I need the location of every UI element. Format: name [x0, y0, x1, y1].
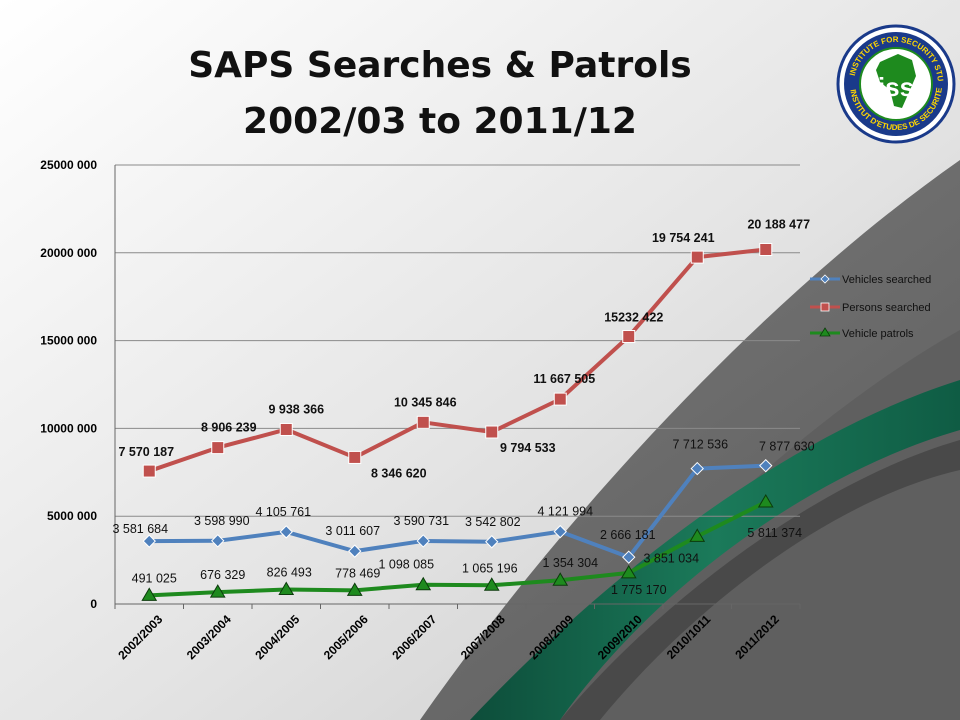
data-label: 15232 422 — [604, 311, 663, 325]
x-tick-label: 2009/2010 — [595, 612, 645, 662]
x-tick-label: 2010/1011 — [664, 612, 714, 662]
logo-center-text: iss — [878, 72, 914, 102]
data-point — [553, 524, 567, 539]
data-label: 19 754 241 — [652, 231, 715, 245]
title-line-2: 2002/03 to 2011/12 — [243, 101, 637, 142]
data-label: 4 121 994 — [537, 505, 593, 519]
data-label: 11 667 505 — [533, 372, 595, 386]
data-point — [209, 584, 226, 598]
data-point — [348, 544, 362, 558]
data-point — [416, 415, 430, 429]
data-label: 1 098 085 — [378, 558, 434, 572]
series-line-2 — [149, 500, 767, 598]
data-point — [416, 534, 430, 548]
legend-label: Persons searched — [842, 302, 931, 314]
data-label: 7 570 187 — [118, 445, 174, 459]
data-point — [552, 572, 569, 586]
data-label: 9 938 366 — [268, 402, 324, 416]
x-tick-label: 2004/2005 — [252, 612, 302, 662]
data-label: 10 345 846 — [394, 395, 457, 409]
data-label: 1 354 304 — [542, 556, 598, 570]
data-point — [757, 493, 774, 508]
data-label: 9 794 533 — [500, 441, 556, 455]
y-tick-label: 10000 000 — [40, 421, 97, 435]
data-point — [279, 422, 293, 436]
data-point — [279, 525, 293, 539]
x-tick-label: 2006/2007 — [389, 612, 439, 662]
data-point — [141, 587, 158, 601]
y-tick-label: 15000 000 — [40, 334, 97, 348]
data-label: 3 542 802 — [465, 515, 521, 529]
x-tick-label: 2007/2008 — [458, 612, 508, 662]
iss-logo: iss INSTITUTE FOR SECURITY STUDIES INSTI… — [836, 24, 956, 144]
chart-title: SAPS Searches & Patrols 2002/03 to 2011/… — [140, 38, 740, 150]
x-tick-label: 2003/2004 — [184, 612, 234, 662]
data-label: 3 011 607 — [325, 524, 380, 538]
data-point — [415, 576, 432, 591]
legend-marker — [820, 302, 830, 312]
y-tick-label: 25000 000 — [40, 158, 97, 172]
data-label: 20 188 477 — [747, 217, 810, 231]
x-tick-label: 2005/2006 — [321, 612, 371, 662]
data-label: 1 065 196 — [462, 561, 518, 575]
legend-label: Vehicle patrols — [842, 328, 914, 340]
series-line-0 — [149, 463, 766, 560]
data-point — [485, 425, 499, 439]
data-point — [620, 564, 637, 579]
data-point — [278, 581, 295, 595]
legend-label: Vehicles searched — [842, 274, 931, 286]
data-point — [211, 534, 225, 548]
legend-marker — [819, 327, 831, 337]
x-tick-label: 2008/2009 — [526, 612, 576, 662]
data-label: 5 811 374 — [747, 526, 802, 540]
series-line-1 — [148, 247, 766, 473]
data-point — [142, 464, 156, 478]
data-point — [211, 441, 225, 455]
data-label: 3 598 990 — [194, 514, 250, 528]
data-point — [622, 550, 636, 564]
data-label: 778 469 — [335, 566, 380, 580]
y-tick-label: 5000 000 — [47, 509, 97, 523]
data-point — [689, 528, 706, 542]
data-point — [622, 330, 636, 344]
y-tick-label: 20000 000 — [40, 246, 97, 260]
data-label: 3 590 731 — [393, 514, 449, 528]
data-label: 7 712 536 — [672, 438, 728, 452]
data-point — [483, 577, 500, 591]
data-label: 491 025 — [132, 571, 177, 585]
data-point — [485, 535, 499, 549]
data-label: 826 493 — [267, 565, 312, 579]
data-point — [346, 582, 363, 596]
data-point — [690, 250, 704, 264]
data-point — [553, 392, 567, 406]
data-label: 8 346 620 — [371, 466, 427, 480]
x-tick-label: 2011/2012 — [732, 612, 782, 662]
data-label: 7 877 630 — [759, 440, 815, 454]
data-label: 2 666 181 — [600, 528, 656, 542]
x-tick-label: 2002/2003 — [115, 612, 165, 662]
data-label: 8 906 239 — [201, 421, 257, 435]
data-label: 676 329 — [200, 568, 245, 582]
data-point — [690, 461, 704, 476]
data-point — [759, 242, 773, 256]
data-point — [759, 458, 773, 473]
y-tick-label: 0 — [90, 597, 97, 611]
data-label: 1 775 170 — [611, 583, 667, 597]
data-point — [348, 450, 362, 464]
data-label: 3 851 034 — [643, 551, 699, 565]
legend-marker — [820, 274, 830, 284]
data-point — [142, 534, 156, 548]
data-label: 3 581 684 — [112, 522, 168, 536]
title-line-1: SAPS Searches & Patrols — [188, 45, 692, 86]
data-label: 4 105 761 — [255, 505, 311, 519]
